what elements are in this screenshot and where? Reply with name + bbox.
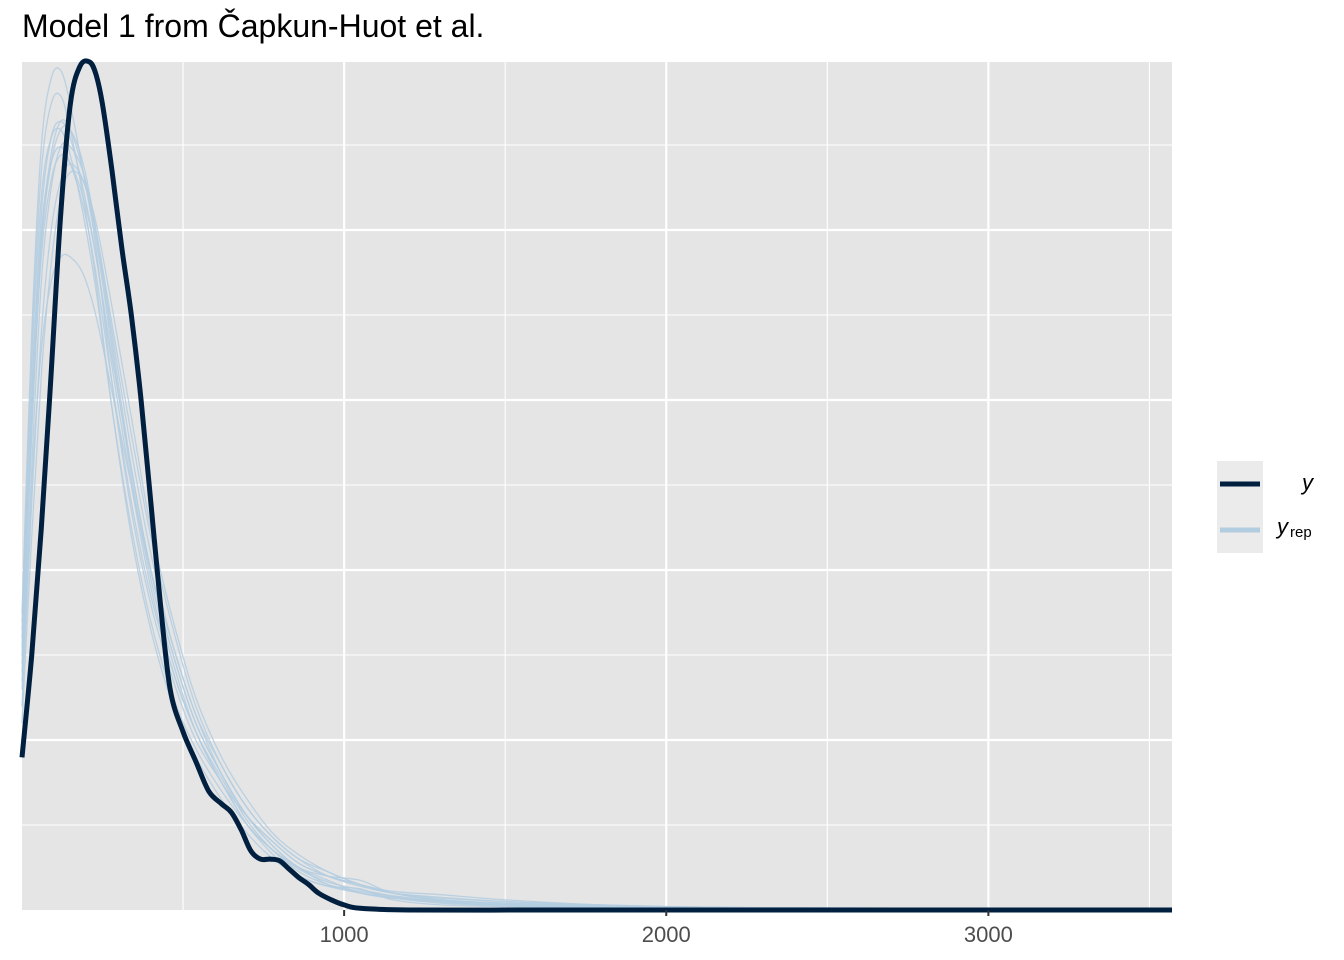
x-tick-label: 1000: [320, 922, 369, 947]
x-axis: 1000 2000 3000: [320, 910, 1013, 947]
y-line: [19, 58, 1172, 913]
legend-yrep-label: y: [1275, 514, 1290, 539]
legend-key-background: [1217, 461, 1263, 553]
x-tick-label: 3000: [964, 922, 1013, 947]
chart-title: Model 1 from Čapkun-Huot et al.: [22, 8, 485, 44]
legend: y y rep: [1217, 461, 1315, 553]
x-tick-label: 2000: [642, 922, 691, 947]
legend-yrep-subscript: rep: [1290, 524, 1312, 541]
series-line-y: [19, 58, 1172, 913]
series-line-yrep-12: [21, 146, 1173, 911]
plot-panel: [22, 62, 1172, 910]
legend-y-label: y: [1300, 470, 1315, 495]
yrep-lines: [21, 67, 1173, 911]
